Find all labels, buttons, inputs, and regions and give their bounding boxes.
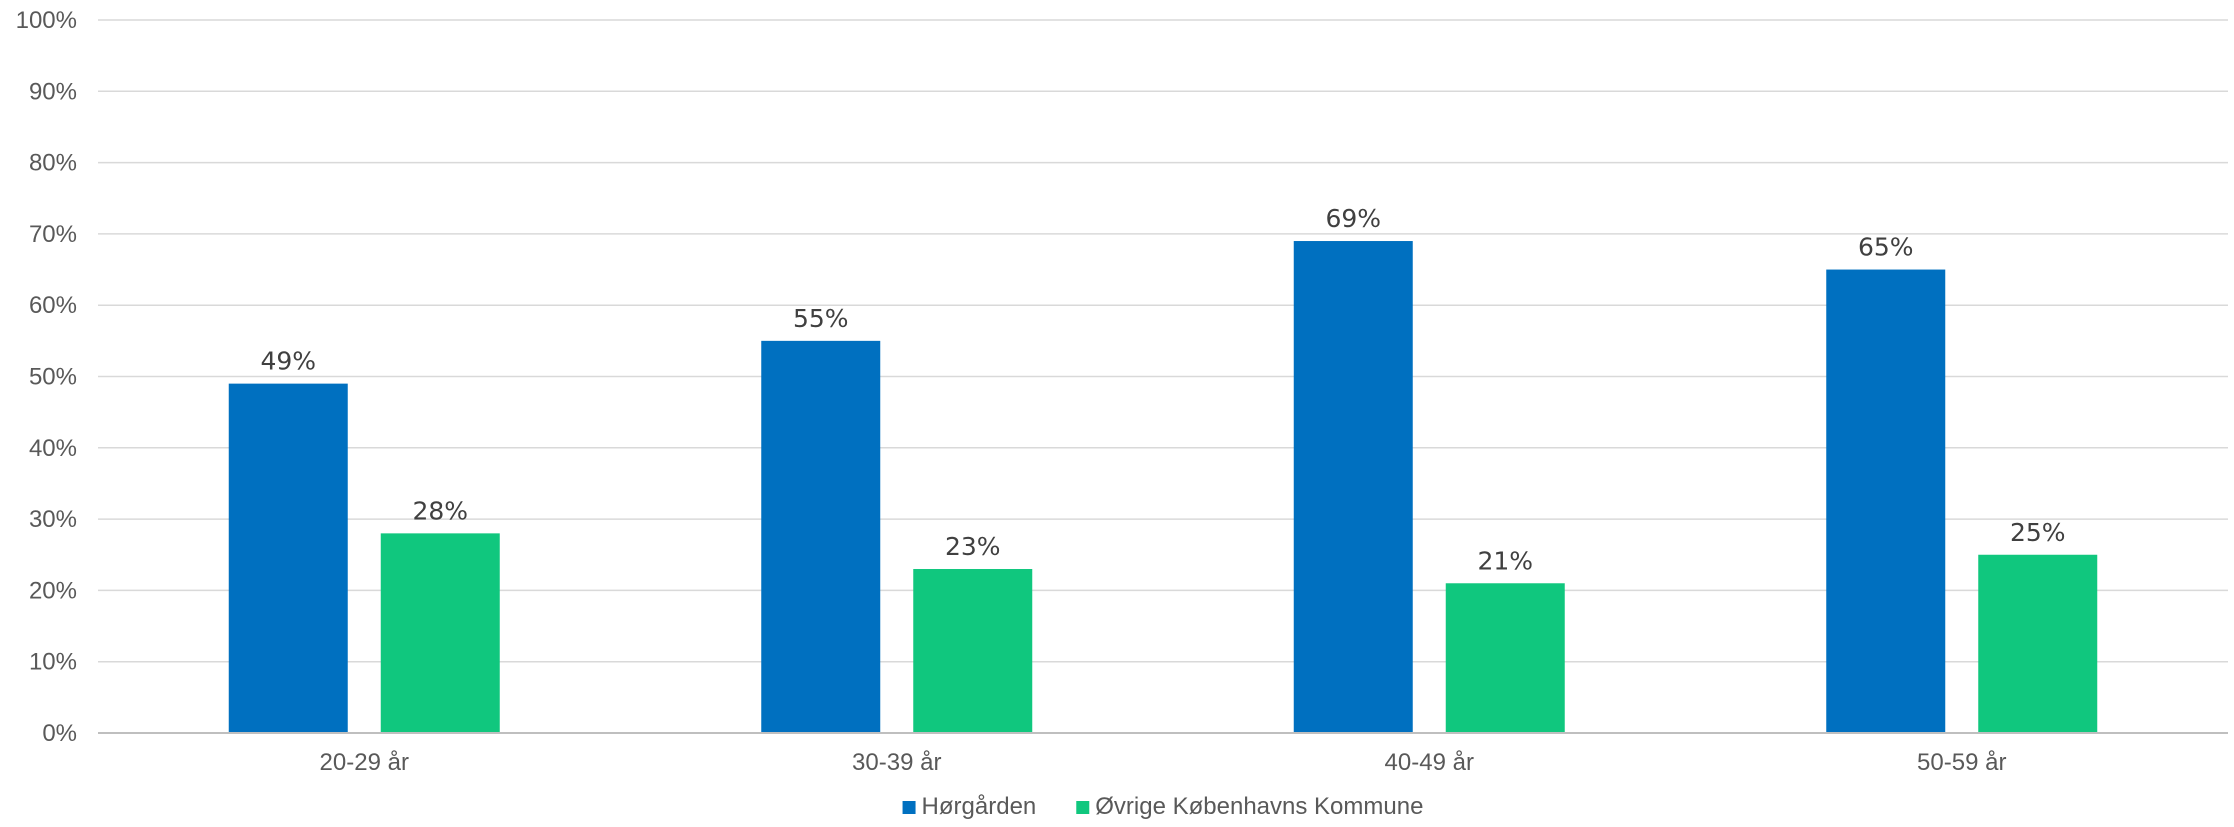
data-label: 69%: [1325, 204, 1381, 233]
data-label: 28%: [412, 496, 468, 525]
x-tick-label: 30-39 år: [852, 749, 941, 776]
data-label: 55%: [793, 304, 849, 333]
y-tick-label: 70%: [29, 221, 77, 248]
y-tick-label: 10%: [29, 649, 77, 676]
data-label: 49%: [260, 347, 316, 376]
bar: [1445, 583, 1565, 733]
bar: [761, 340, 881, 733]
bar: [1826, 269, 1946, 733]
bars: 49% 28% 55% 23% 69% 21% 65% 25%: [228, 204, 2098, 733]
y-tick-label: 50%: [29, 364, 77, 391]
legend-swatch: [902, 801, 916, 814]
bar: [1293, 241, 1413, 733]
y-tick-label: 20%: [29, 577, 77, 604]
data-label: 25%: [2010, 518, 2066, 547]
data-label: 65%: [1858, 233, 1914, 262]
y-tick-label: 60%: [29, 292, 77, 319]
x-tick-label: 50-59 år: [1917, 749, 2006, 776]
bar: [1978, 554, 2098, 733]
bar: [228, 383, 348, 733]
y-axis: 0% 10% 20% 30% 40% 50% 60% 70% 80% 90% 100%: [16, 7, 77, 747]
legend-label: Hørgården: [922, 793, 1037, 820]
data-label: 21%: [1477, 546, 1533, 575]
y-tick-label: 0%: [42, 720, 77, 747]
y-tick-label: 90%: [29, 78, 77, 105]
x-tick-label: 40-49 år: [1385, 749, 1474, 776]
x-axis: 20-29 år 30-39 år 40-49 år 50-59 år: [98, 732, 2228, 776]
data-label: 23%: [945, 532, 1001, 561]
y-tick-label: 80%: [29, 150, 77, 177]
legend-swatch: [1076, 801, 1090, 814]
x-tick-label: 20-29 år: [320, 749, 409, 776]
y-tick-label: 40%: [29, 435, 77, 462]
y-tick-label: 30%: [29, 506, 77, 533]
bar: [913, 569, 1033, 733]
legend-label: Øvrige Københavns Kommune: [1095, 793, 1423, 820]
legend: Hørgården Øvrige Københavns Kommune: [902, 793, 1423, 820]
bar: [380, 533, 500, 733]
y-tick-label: 100%: [16, 7, 77, 34]
